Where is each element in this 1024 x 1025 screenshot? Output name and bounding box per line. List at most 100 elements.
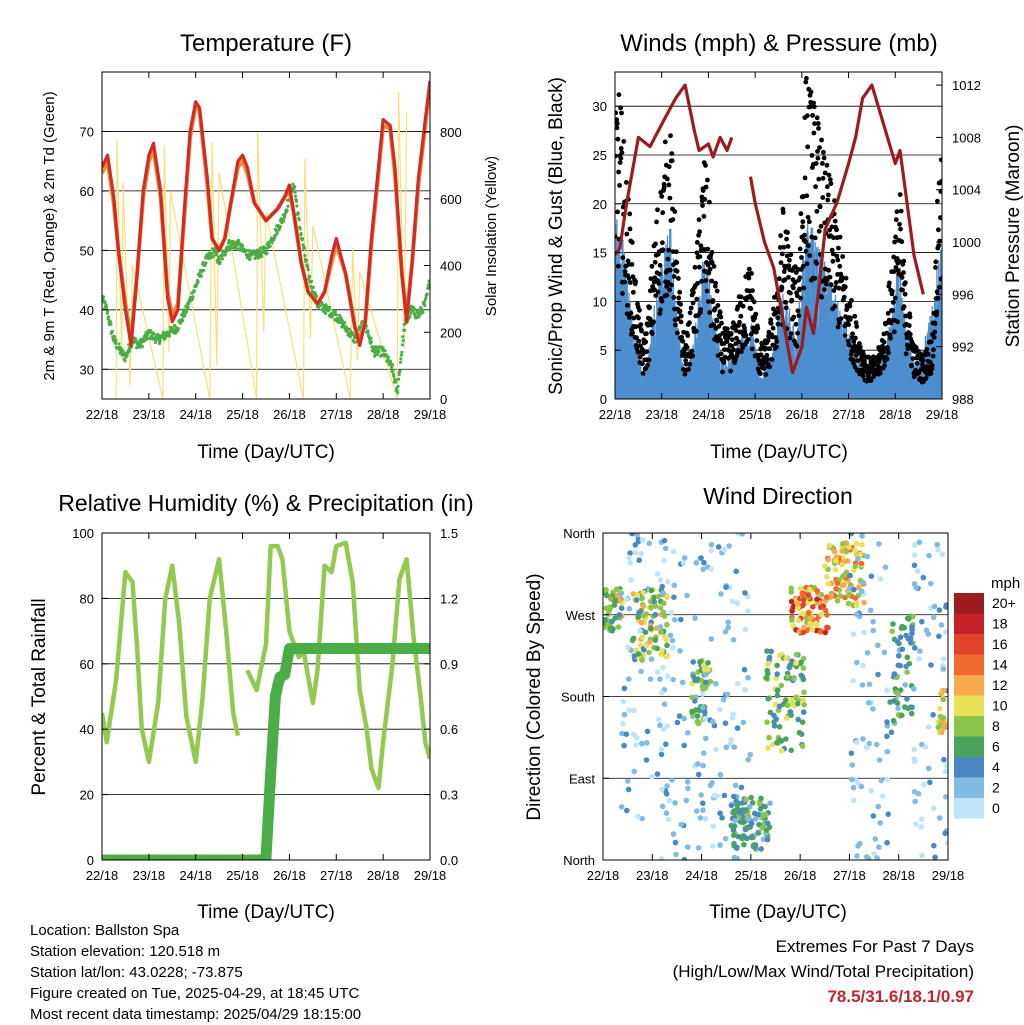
wind-gust-point — [933, 265, 938, 270]
direction-xtick-label: 25/18 — [735, 868, 768, 883]
wind-gust-point — [807, 219, 812, 225]
wind-gust-point — [896, 259, 902, 264]
wind-gust-point — [657, 262, 663, 268]
direction-point — [701, 666, 708, 673]
wind-gust-point — [687, 361, 693, 367]
wind-gust-point — [769, 357, 775, 362]
legend-label: 6 — [992, 739, 1000, 755]
wind-gust-point — [808, 89, 814, 95]
dewpoint-point — [328, 305, 332, 309]
direction-point — [935, 546, 941, 553]
dewpoint-point — [366, 331, 370, 335]
wind-gust-point — [667, 287, 672, 293]
dewpoint-point — [408, 315, 412, 319]
wind-gust-point — [898, 226, 903, 232]
wind-gust-point — [648, 276, 654, 281]
direction-point — [764, 648, 770, 654]
direction-point — [906, 616, 912, 622]
dewpoint-point — [153, 340, 157, 344]
direction-point — [926, 552, 932, 559]
direction-point — [734, 806, 741, 812]
temperature-xtick-label: 27/18 — [320, 407, 353, 422]
direction-point — [638, 668, 644, 675]
wind-gust-point — [664, 176, 670, 182]
direction-point — [938, 729, 945, 736]
direction-point — [776, 652, 783, 659]
dewpoint-point — [425, 292, 429, 296]
direction-point — [916, 656, 922, 662]
direction-point — [745, 756, 751, 763]
direction-point — [766, 734, 772, 741]
temperature-y2tick-label: 200 — [440, 325, 462, 340]
wind-gust-point — [802, 232, 807, 238]
dewpoint-point — [272, 236, 276, 240]
direction-point — [738, 784, 745, 791]
direction-point — [628, 577, 634, 583]
wind-gust-point — [640, 371, 646, 376]
direction-point — [860, 662, 866, 669]
dewpoint-point — [369, 336, 373, 340]
wind-gust-point — [662, 139, 668, 145]
direction-point — [707, 782, 714, 789]
direction-point — [870, 706, 876, 712]
wind-gust-point — [827, 274, 833, 280]
direction-point — [648, 625, 654, 632]
wind-gust-point — [700, 188, 706, 193]
direction-point — [620, 720, 626, 727]
direction-point — [629, 533, 635, 537]
direction-point — [732, 782, 739, 789]
direction-point — [748, 834, 755, 841]
wind-gust-point — [838, 316, 844, 321]
wind-gust-point — [925, 352, 931, 357]
direction-point — [860, 736, 866, 742]
wind-y2tick-label: 1000 — [952, 235, 981, 250]
direction-point — [719, 815, 725, 821]
wind-gust-point — [903, 280, 908, 286]
direction-point — [643, 642, 650, 649]
dewpoint-point — [191, 295, 195, 299]
legend-swatch — [954, 777, 984, 798]
direction-point — [702, 715, 708, 722]
direction-point — [678, 616, 684, 623]
direction-point — [731, 832, 737, 839]
wind-gust-point — [634, 335, 639, 340]
direction-point — [739, 533, 745, 537]
direction-point — [894, 690, 900, 696]
wind-gust-point — [673, 322, 678, 328]
direction-point — [760, 836, 767, 843]
dewpoint-point — [307, 277, 311, 281]
direction-point — [857, 551, 864, 557]
direction-point — [801, 702, 807, 708]
wind-gust-point — [616, 169, 621, 175]
direction-point — [730, 809, 736, 816]
direction-point — [742, 590, 748, 596]
direction-point — [740, 719, 747, 726]
wind-gust-point — [939, 178, 942, 184]
wind-gust-point — [692, 264, 698, 270]
direction-point — [859, 542, 865, 548]
direction-point — [705, 660, 711, 666]
wind-gust-point — [761, 360, 767, 365]
direction-point — [745, 824, 751, 830]
wind-gust-point — [653, 241, 658, 247]
direction-point — [672, 617, 678, 623]
direction-point — [724, 691, 731, 698]
wind-gust-point — [745, 337, 751, 342]
wind-gust-point — [932, 321, 938, 327]
wind-gust-point — [707, 199, 712, 205]
direction-point — [927, 779, 933, 786]
wind-gust-point — [824, 281, 829, 287]
direction-point — [652, 611, 659, 618]
direction-point — [633, 597, 640, 603]
direction-point — [731, 793, 737, 800]
wind-gust-point — [816, 176, 822, 182]
wind-gust-point — [820, 195, 826, 200]
direction-point — [708, 636, 714, 642]
wind-gust-point — [778, 260, 784, 266]
wind-gust-point — [779, 251, 785, 257]
dewpoint-point — [136, 341, 141, 345]
direction-point — [843, 569, 850, 576]
wind-gust-point — [938, 157, 942, 163]
direction-point — [903, 663, 909, 670]
wind-gust-point — [785, 244, 791, 249]
